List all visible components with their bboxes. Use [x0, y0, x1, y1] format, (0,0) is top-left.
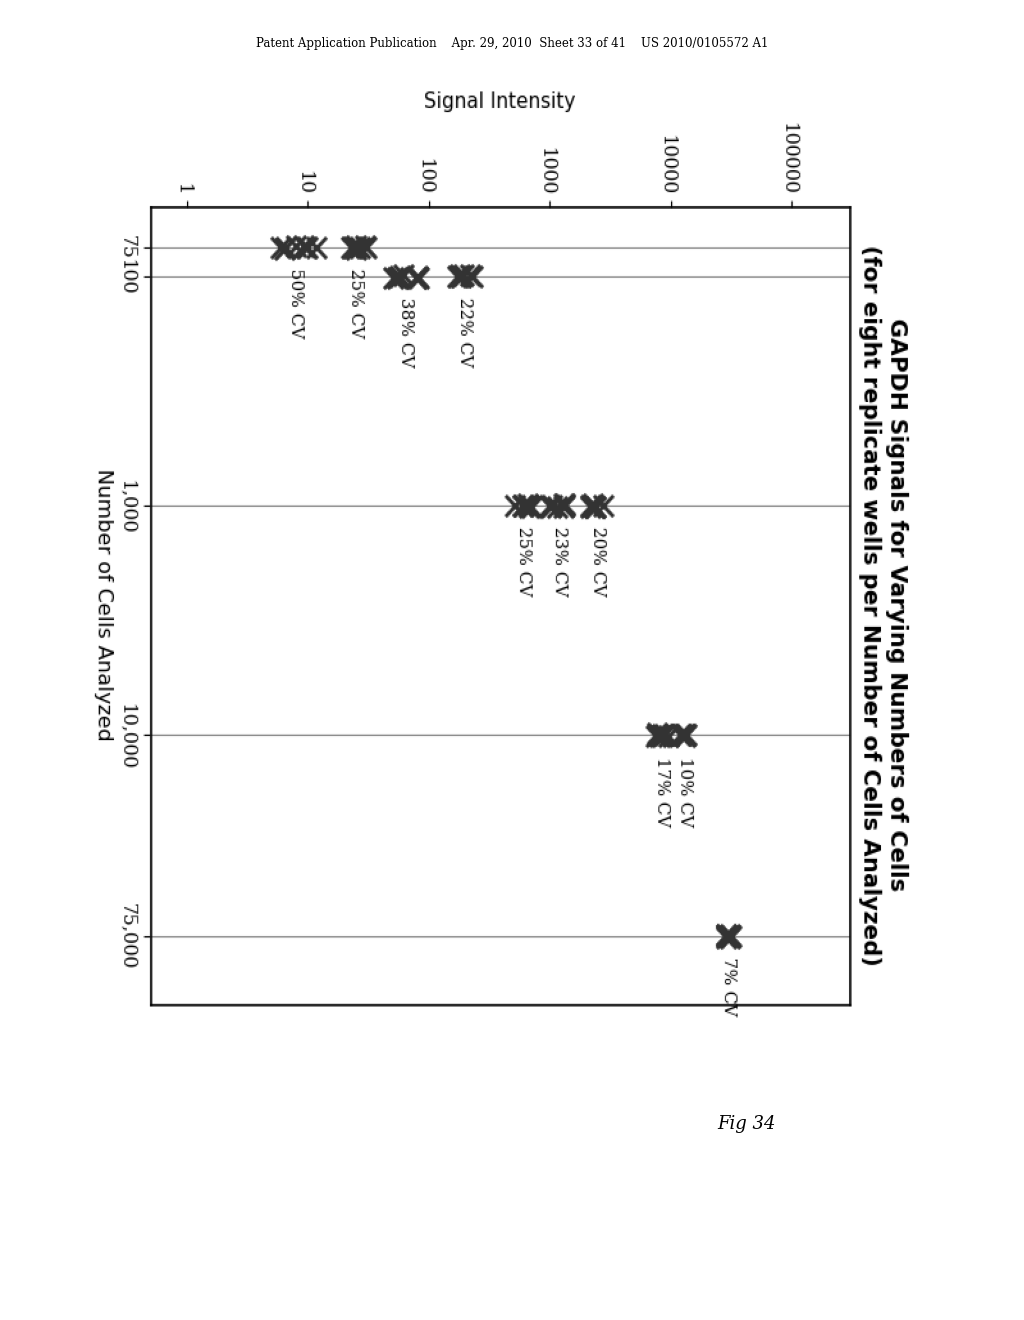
Text: Patent Application Publication    Apr. 29, 2010  Sheet 33 of 41    US 2010/01055: Patent Application Publication Apr. 29, … [256, 37, 768, 50]
Text: Fig 34: Fig 34 [717, 1115, 775, 1134]
